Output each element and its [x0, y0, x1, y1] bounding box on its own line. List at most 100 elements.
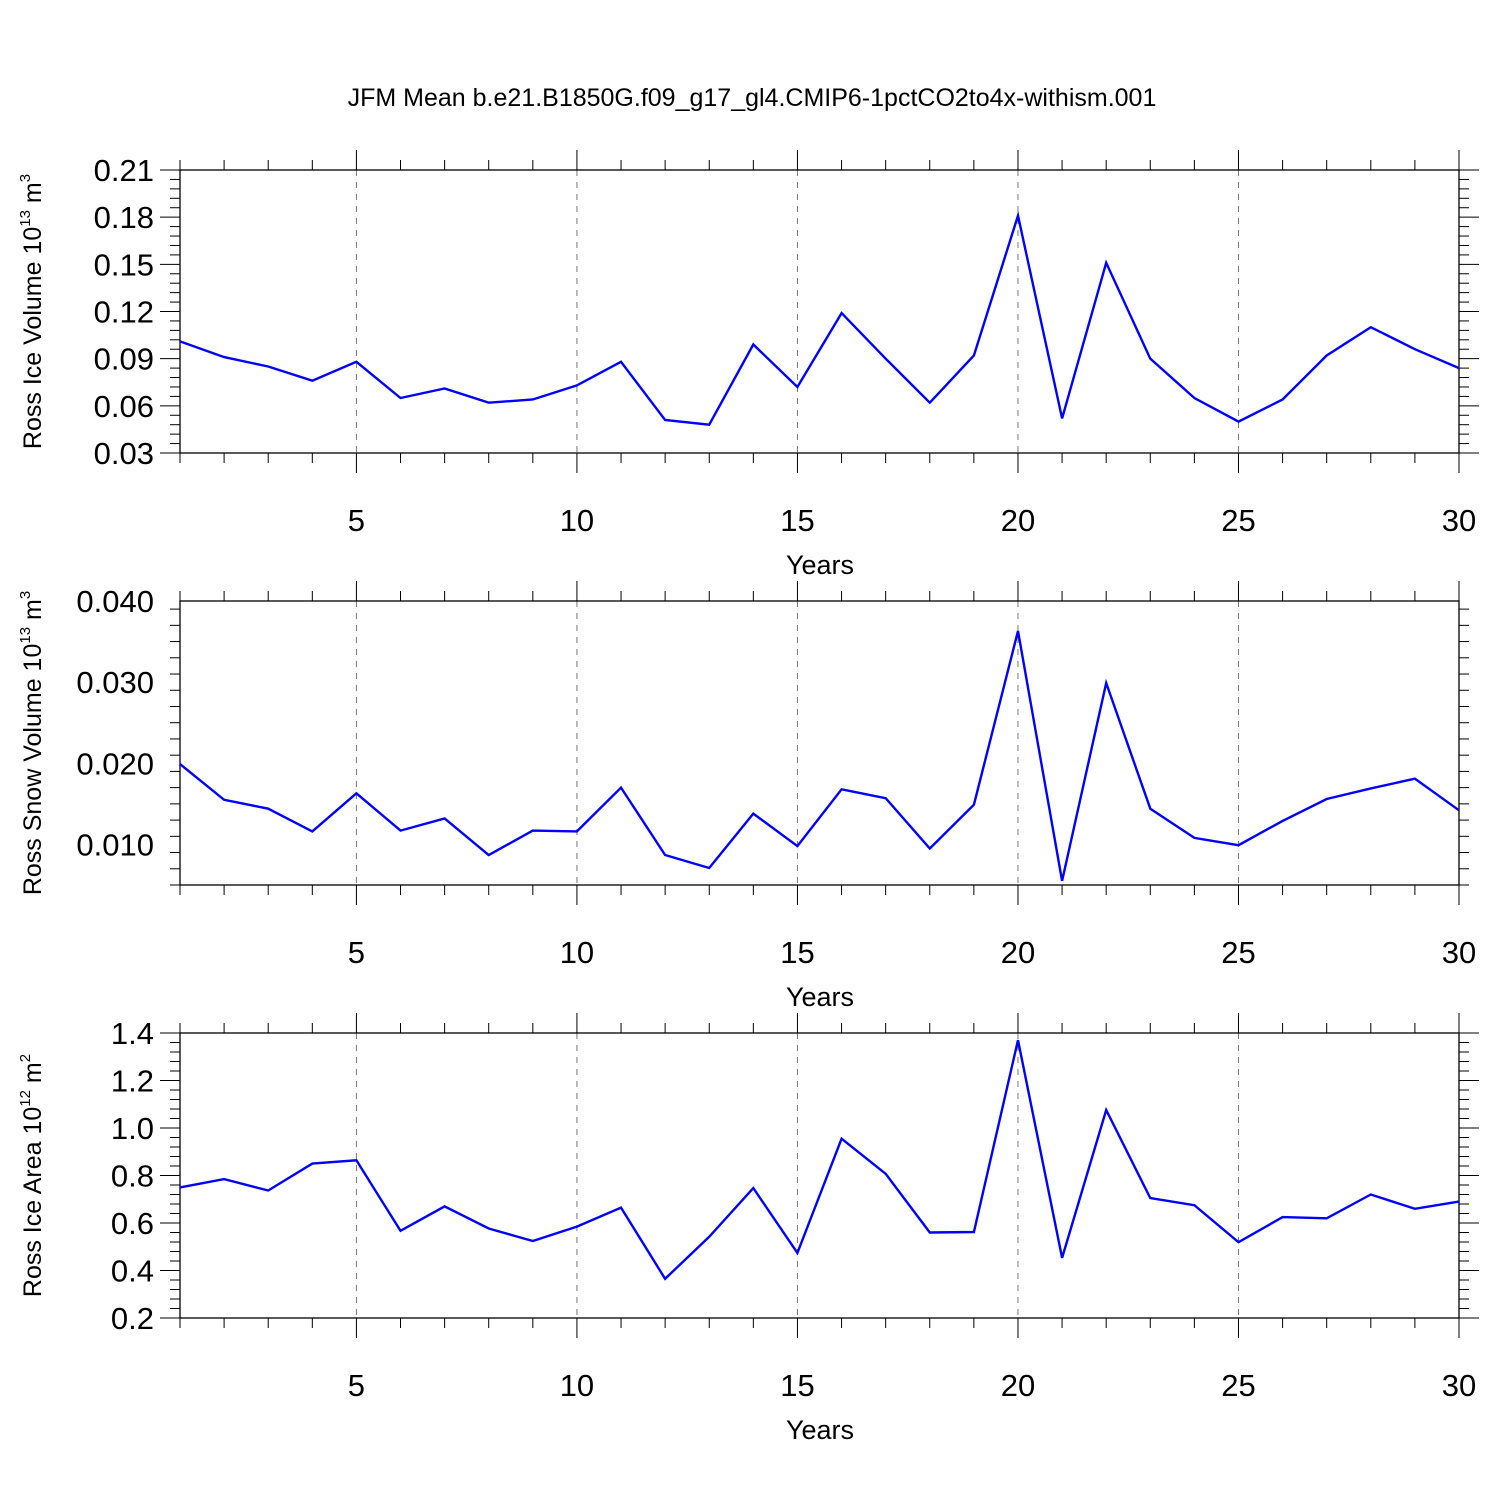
panel-3: 0.2 0.4 0.6 0.8 1.0 1.2 1.4 5 10 15 20 25 30 Years Ros… — [17, 1013, 1479, 1445]
data-point — [267, 365, 269, 367]
data-point — [532, 1240, 534, 1242]
x-tick-label: 10 — [560, 935, 594, 970]
data-point — [1281, 820, 1283, 822]
data-point — [179, 1186, 181, 1188]
data-point — [796, 386, 798, 388]
panel-2: 0.010 0.020 0.030 0.040 5 10 15 20 25 30 Years Ross… — [17, 581, 1476, 1012]
data-point — [884, 1173, 886, 1175]
data-point — [179, 340, 181, 342]
data-point — [311, 830, 313, 832]
data-point — [1458, 1200, 1460, 1202]
data-point — [223, 799, 225, 801]
data-point — [311, 1162, 313, 1164]
data-point — [1325, 798, 1327, 800]
y-tick-label: 0.15 — [94, 247, 154, 282]
data-point — [1017, 1039, 1019, 1041]
data-point — [1325, 1217, 1327, 1219]
x-tick-label: 30 — [1442, 935, 1476, 970]
data-point — [223, 356, 225, 358]
data-point — [884, 357, 886, 359]
y-tick-label: 1.2 — [111, 1064, 154, 1099]
y-tick-label: 0.020 — [76, 746, 154, 781]
x-tick-label: 15 — [780, 1368, 814, 1403]
y-axis-label-unit: m — [19, 1062, 47, 1090]
data-point — [1149, 357, 1151, 359]
data-point — [840, 312, 842, 314]
data-point — [708, 1236, 710, 1238]
y-axis-label: Ross Ice Volume 1013 m3 — [17, 174, 47, 449]
series-line — [179, 1039, 1460, 1281]
data-point — [1458, 809, 1460, 811]
data-point — [223, 1178, 225, 1180]
data-point — [840, 788, 842, 790]
data-point — [973, 803, 975, 805]
data-point — [576, 384, 578, 386]
x-tick-label: 30 — [1442, 1368, 1476, 1403]
y-axis-label: Ross Snow Volume 1013 m3 — [17, 591, 47, 895]
data-point — [973, 354, 975, 356]
y-axis-label: Ross Ice Area 1012 m2 — [17, 1054, 47, 1297]
x-tick-label: 25 — [1221, 1368, 1255, 1403]
data-point — [576, 830, 578, 832]
x-tick-label: 25 — [1221, 935, 1255, 970]
data-point — [355, 792, 357, 794]
data-point — [752, 1187, 754, 1189]
x-axis-label: Years — [786, 1415, 854, 1445]
data-point — [355, 361, 357, 363]
y-tick-label: 0.030 — [76, 665, 154, 700]
data-point — [532, 398, 534, 400]
data-point — [1237, 1241, 1239, 1243]
data-point — [1237, 844, 1239, 846]
x-tick-label: 5 — [348, 1368, 365, 1403]
data-point — [752, 812, 754, 814]
data-point — [1017, 630, 1019, 632]
data-point — [443, 1205, 445, 1207]
x-axis-label: Years — [786, 550, 854, 580]
data-point — [399, 1230, 401, 1232]
y-axis-label-unit-exponent: 3 — [17, 174, 34, 182]
y-tick-label: 0.8 — [111, 1159, 154, 1194]
y-axis-label-exponent: 13 — [17, 627, 34, 644]
data-point — [1414, 1208, 1416, 1210]
data-point — [752, 343, 754, 345]
data-point — [1193, 837, 1195, 839]
x-tick-label: 15 — [780, 503, 814, 538]
x-tick-label: 20 — [1001, 1368, 1035, 1403]
data-point — [664, 854, 666, 856]
data-point — [1458, 367, 1460, 369]
x-tick-label: 25 — [1221, 503, 1255, 538]
data-point — [1370, 787, 1372, 789]
data-point — [708, 867, 710, 869]
x-axis-label: Years — [786, 982, 854, 1012]
data-point — [532, 829, 534, 831]
data-point — [840, 1137, 842, 1139]
data-point — [796, 845, 798, 847]
y-tick-label: 0.21 — [94, 153, 154, 188]
data-point — [1414, 778, 1416, 780]
data-point — [1414, 348, 1416, 350]
y-tick-label: 0.2 — [111, 1301, 154, 1336]
series-line — [179, 210, 1460, 426]
data-point — [929, 1231, 931, 1233]
data-point — [355, 1159, 357, 1161]
data-point — [1017, 214, 1019, 216]
y-tick-label: 0.010 — [76, 827, 154, 862]
data-point — [488, 854, 490, 856]
data-point — [708, 424, 710, 426]
data-point — [1105, 262, 1107, 264]
y-tick-label: 1.4 — [111, 1016, 154, 1051]
chart-title: JFM Mean b.e21.B1850G.f09_g17_gl4.CMIP6-… — [348, 84, 1157, 112]
data-point — [1061, 880, 1063, 882]
data-point — [1061, 1257, 1063, 1259]
y-axis-label-exponent: 12 — [17, 1090, 34, 1107]
data-point — [179, 763, 181, 765]
data-point — [399, 397, 401, 399]
y-tick-label: 0.12 — [94, 295, 154, 330]
data-point — [443, 817, 445, 819]
data-point — [1149, 1197, 1151, 1199]
x-tick-label: 10 — [560, 1368, 594, 1403]
data-point — [929, 847, 931, 849]
y-tick-label: 0.4 — [111, 1254, 154, 1289]
y-tick-label: 0.09 — [94, 342, 154, 377]
y-axis-label-exponent: 13 — [17, 210, 34, 227]
